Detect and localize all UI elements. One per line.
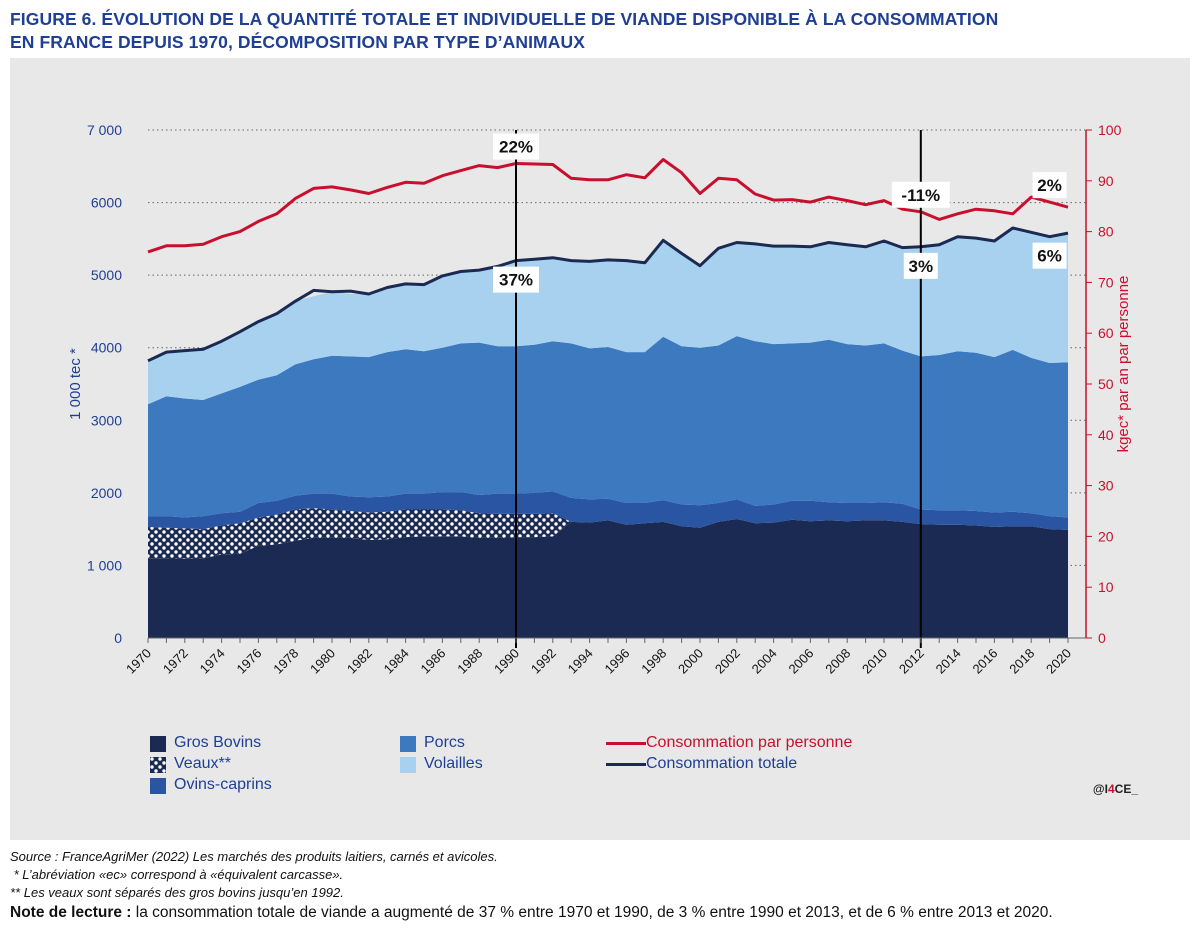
figure-notes: Source : FranceAgriMer (2022) Les marché… bbox=[10, 848, 1195, 924]
legend-line-conso-personne bbox=[606, 742, 646, 745]
legend-porcs: Porcs bbox=[424, 734, 465, 751]
meat-consumption-chart: 0 1 000 2000 3000 4000 5000 6000 7 000 0 10 20 30 40… bbox=[67, 122, 1132, 677]
footnote-veaux: ** Les veaux sont séparés des gros bovin… bbox=[10, 885, 344, 900]
y2-tick-label-4: 40 bbox=[1098, 427, 1114, 443]
y-tick-label-6: 6000 bbox=[91, 195, 122, 211]
area-gros-bovins bbox=[148, 519, 1068, 638]
x-tick-label-1974: 1974 bbox=[197, 646, 228, 677]
x-tick-label-1970: 1970 bbox=[123, 646, 154, 677]
x-tick-label-2000: 2000 bbox=[675, 646, 706, 677]
annotation-label-4: 2% bbox=[1037, 176, 1062, 195]
footnote-ec: * L’abréviation «ec» correspond à «équiv… bbox=[10, 867, 344, 882]
y-tick-label-2: 2000 bbox=[91, 485, 122, 501]
legend-swatch-veaux bbox=[150, 757, 166, 773]
x-tick-label-2018: 2018 bbox=[1006, 646, 1037, 677]
source-note: Source : FranceAgriMer (2022) Les marché… bbox=[10, 849, 498, 864]
y2-tick-label-9: 90 bbox=[1098, 173, 1114, 189]
legend-veaux: Veaux** bbox=[174, 755, 231, 772]
x-tick-label-1976: 1976 bbox=[233, 646, 264, 677]
x-tick-label-1998: 1998 bbox=[638, 646, 669, 677]
legend-conso-totale: Consommation totale bbox=[646, 755, 798, 772]
x-tick-label-1982: 1982 bbox=[344, 646, 375, 677]
credit-prefix: @I bbox=[1092, 782, 1108, 796]
figure-title-line2: EN FRANCE DEPUIS 1970, DÉCOMPOSITION PAR… bbox=[10, 32, 585, 52]
reading-note-text: la consommation totale de viande a augme… bbox=[131, 904, 1053, 921]
x-tick-label-1972: 1972 bbox=[160, 646, 191, 677]
y-axis-title: 1 000 tec * bbox=[67, 348, 84, 420]
annotation-box-4 bbox=[1032, 172, 1067, 199]
legend-swatch-porcs bbox=[400, 736, 416, 752]
x-tick-label-1994: 1994 bbox=[565, 646, 596, 677]
area-ovins-caprins bbox=[148, 491, 1068, 530]
x-tick-label-2014: 2014 bbox=[933, 646, 964, 677]
x-tick-label-2010: 2010 bbox=[859, 646, 890, 677]
x-tick-label-1986: 1986 bbox=[417, 646, 448, 677]
annotation-label-1: 37% bbox=[499, 271, 533, 290]
y-tick-label-5: 5000 bbox=[91, 267, 122, 283]
annotation-label-5: 6% bbox=[1037, 247, 1062, 266]
x-tick-label-2004: 2004 bbox=[749, 646, 780, 677]
reading-note: Note de lecture : la consommation totale… bbox=[10, 902, 1195, 924]
y2-tick-label-2: 20 bbox=[1098, 528, 1114, 544]
legend-line-conso-totale bbox=[606, 763, 646, 766]
annotation-box-0 bbox=[493, 133, 539, 160]
x-tick-label-1988: 1988 bbox=[454, 646, 485, 677]
area-veaux bbox=[148, 508, 1068, 559]
legend-volailles: Volailles bbox=[424, 755, 483, 772]
y-tick-label-3: 3000 bbox=[91, 412, 122, 428]
legend-swatch-ovins-caprins bbox=[150, 778, 166, 794]
x-tick-label-2020: 2020 bbox=[1043, 646, 1074, 677]
y-tick-label-4: 4000 bbox=[91, 340, 122, 356]
x-tick-label-2002: 2002 bbox=[712, 646, 743, 677]
y-tick-label-0: 0 bbox=[114, 630, 122, 646]
y-tick-label-1: 1 000 bbox=[87, 557, 122, 573]
annotation-label-3: 3% bbox=[909, 257, 934, 276]
x-tick-label-2016: 2016 bbox=[969, 646, 1000, 677]
x-tick-label-1978: 1978 bbox=[270, 646, 301, 677]
y2-axis-title: kgec* par an par personne bbox=[1115, 276, 1132, 453]
annotation-box-1 bbox=[493, 266, 539, 293]
x-tick-label-1980: 1980 bbox=[307, 646, 338, 677]
line-conso-totale bbox=[147, 226, 1069, 363]
y-tick-label-7: 7 000 bbox=[87, 122, 122, 138]
x-tick-label-2012: 2012 bbox=[896, 646, 927, 677]
annotation-label-2: -11% bbox=[901, 186, 940, 205]
legend-gros-bovins: Gros Bovins bbox=[174, 734, 262, 751]
legend-ovins-caprins: Ovins-caprins bbox=[174, 776, 272, 793]
legend-conso-personne: Consommation par personne bbox=[646, 734, 853, 751]
y2-tick-label-1: 10 bbox=[1098, 579, 1114, 595]
y2-tick-label-0: 0 bbox=[1098, 630, 1106, 646]
y2-tick-label-10: 100 bbox=[1098, 122, 1122, 138]
area-volailles bbox=[148, 228, 1068, 405]
annotation-box-2 bbox=[891, 181, 950, 208]
credit-suffix: CE_ bbox=[1114, 782, 1138, 796]
reading-note-label: Note de lecture : bbox=[10, 904, 132, 921]
line-conso-personne bbox=[147, 158, 1069, 254]
x-tick-label-1990: 1990 bbox=[491, 646, 522, 677]
annotation-label-0: 22% bbox=[499, 138, 533, 157]
x-tick-label-1996: 1996 bbox=[601, 646, 632, 677]
chart-panel: 0 1 000 2000 3000 4000 5000 6000 7 000 0 10 20 30 40… bbox=[10, 58, 1190, 840]
y2-tick-label-8: 80 bbox=[1098, 224, 1114, 240]
x-tick-label-2008: 2008 bbox=[822, 646, 853, 677]
annotation-box-5 bbox=[1032, 242, 1067, 269]
x-tick-label-1984: 1984 bbox=[381, 646, 412, 677]
y2-tick-label-7: 70 bbox=[1098, 274, 1114, 290]
x-tick-label-2006: 2006 bbox=[785, 646, 816, 677]
legend-swatch-volailles bbox=[400, 757, 416, 773]
y2-tick-label-3: 30 bbox=[1098, 478, 1114, 494]
y2-tick-label-5: 50 bbox=[1098, 376, 1114, 392]
area-porcs bbox=[148, 336, 1068, 518]
y2-tick-label-6: 60 bbox=[1098, 325, 1114, 341]
figure-title: FIGURE 6. ÉVOLUTION DE LA QUANTITÉ TOTAL… bbox=[10, 8, 1190, 54]
legend-swatch-gros-bovins bbox=[150, 736, 166, 752]
x-tick-label-1992: 1992 bbox=[528, 646, 559, 677]
annotation-box-3 bbox=[903, 252, 938, 279]
credit-logo: @I4CE_ bbox=[1093, 782, 1138, 796]
credit-four: 4 bbox=[1107, 782, 1115, 796]
figure-title-line1: FIGURE 6. ÉVOLUTION DE LA QUANTITÉ TOTAL… bbox=[10, 9, 999, 29]
